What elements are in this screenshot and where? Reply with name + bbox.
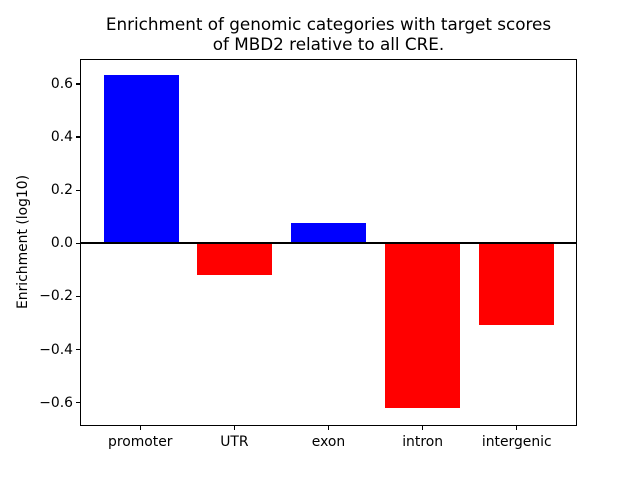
- y-tick-label: −0.2: [39, 288, 73, 305]
- bar-intron: [384, 243, 460, 409]
- y-tick-label: −0.4: [39, 341, 73, 358]
- y-tick-label: 0.2: [50, 182, 73, 199]
- y-tick-label: −0.6: [39, 394, 73, 411]
- y-tick: [76, 83, 80, 85]
- bar-exon: [291, 222, 366, 244]
- bar-intergenic: [478, 243, 554, 326]
- y-tick: [76, 242, 80, 244]
- x-tick-label-intergenic: intergenic: [481, 434, 552, 450]
- bar-promoter: [103, 74, 179, 244]
- bar-UTR: [197, 243, 273, 275]
- x-tick-label-UTR: UTR: [220, 434, 249, 450]
- y-tick-label: 0.4: [50, 129, 73, 146]
- y-tick: [76, 189, 80, 191]
- chart-title-line1: Enrichment of genomic categories with ta…: [105, 14, 552, 34]
- y-tick: [76, 348, 80, 351]
- x-tick: [233, 426, 235, 430]
- y-tick: [76, 136, 80, 138]
- x-tick: [139, 426, 141, 430]
- x-tick-label-intron: intron: [402, 434, 444, 450]
- x-tick-label-exon: exon: [311, 434, 346, 450]
- y-tick: [76, 402, 80, 404]
- x-tick-label-promoter: promoter: [108, 434, 173, 450]
- y-tick-label: 0.0: [50, 235, 73, 252]
- x-tick: [327, 426, 330, 430]
- chart-title: Enrichment of genomic categories with ta…: [80, 14, 577, 54]
- y-tick-label: 0.6: [50, 75, 73, 92]
- x-tick: [422, 426, 424, 430]
- y-tick: [76, 295, 80, 297]
- zero-line: [81, 242, 576, 245]
- x-tick: [516, 426, 518, 430]
- plot-area: [80, 59, 577, 426]
- chart-title-line2: of MBD2 relative to all CRE.: [212, 34, 445, 54]
